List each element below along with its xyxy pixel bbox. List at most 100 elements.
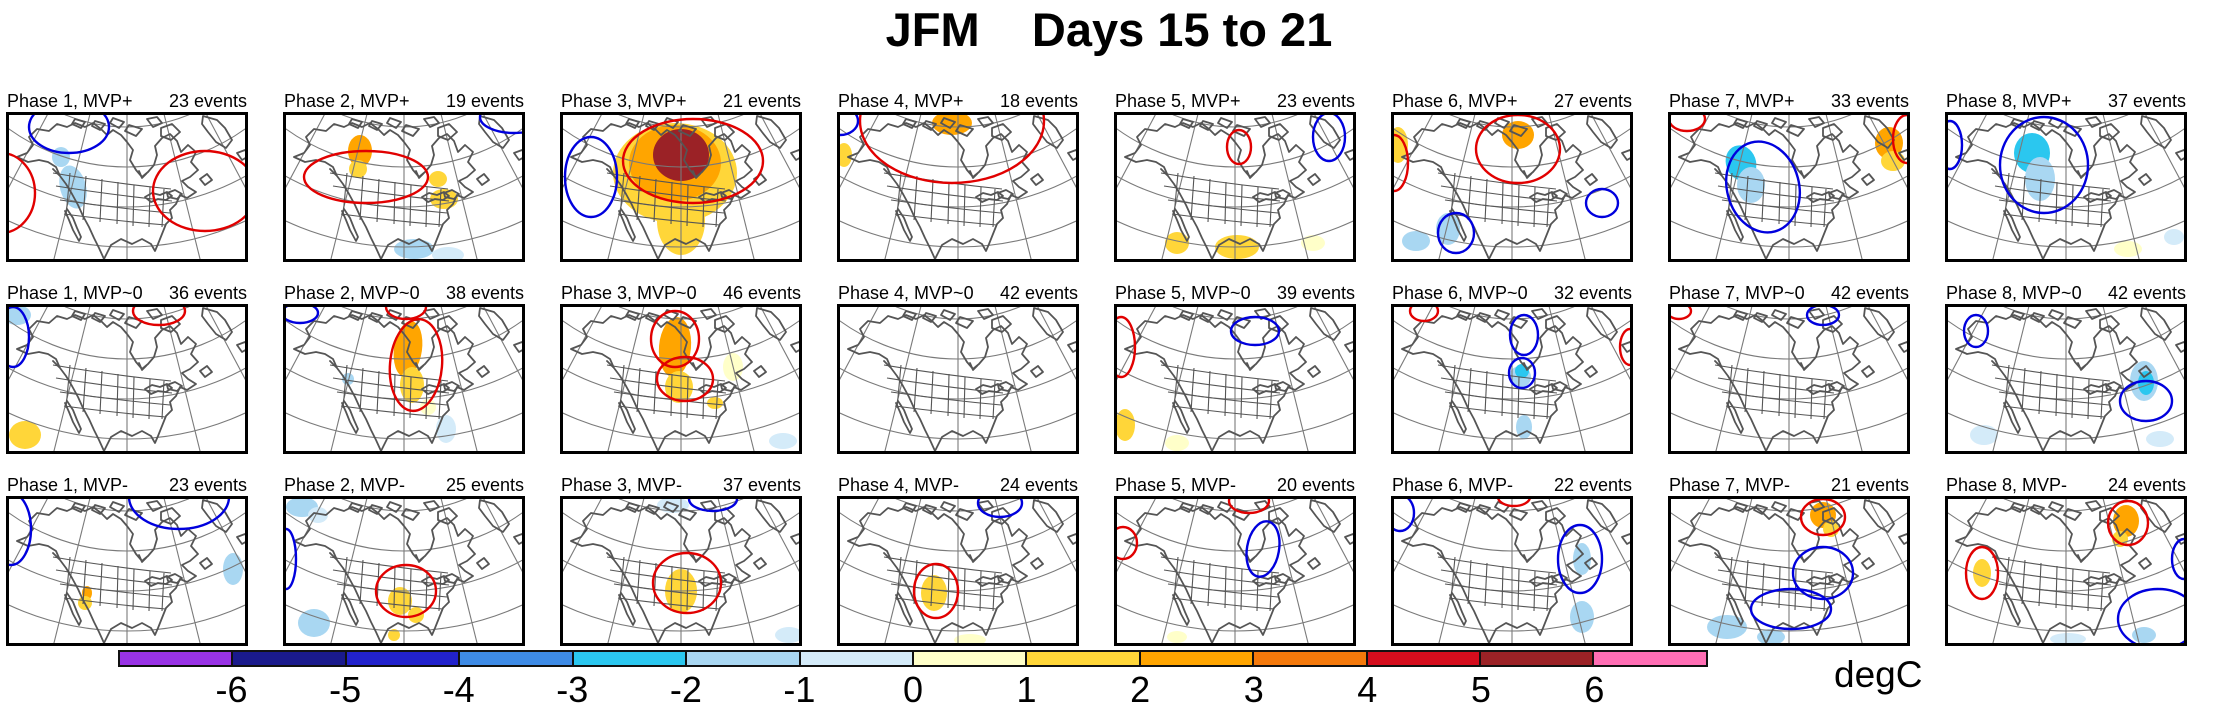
- colorbar-tick-label: -4: [442, 669, 475, 708]
- anomaly-patch: [429, 171, 447, 187]
- panel-header: Phase 3, MVP- 37 events: [560, 474, 802, 496]
- panel-phase-label: Phase 2, MVP~0: [284, 283, 420, 303]
- panel-events-label: 46 events: [722, 283, 801, 303]
- map-canvas: [837, 496, 1079, 646]
- contour-line: [2106, 499, 2150, 547]
- anomaly-patch: [349, 160, 367, 178]
- contour-line: [1474, 115, 1562, 185]
- contour-line: [1962, 313, 1990, 349]
- panel-phase-label: Phase 6, MVP~0: [1392, 283, 1528, 303]
- panel-events-label: 21 events: [1830, 475, 1909, 495]
- colorbar-segment: [120, 652, 234, 665]
- contour-line: [1117, 525, 1139, 561]
- anomaly-patch: [1573, 543, 1591, 575]
- anomaly-patch: [1516, 415, 1532, 439]
- contour-line: [655, 355, 715, 403]
- contour-line: [621, 117, 765, 205]
- panel: Phase 5, MVP~0 39 events: [1114, 282, 1356, 454]
- panel: Phase 7, MVP- 21 events: [1668, 474, 1910, 646]
- map-canvas: [6, 112, 248, 262]
- panel-phase-label: Phase 3, MVP+: [561, 91, 687, 111]
- contour-line: [1749, 587, 1833, 631]
- anomaly-patch: [840, 143, 852, 167]
- map-canvas: [1668, 496, 1910, 646]
- panel-events-label: 20 events: [1276, 475, 1355, 495]
- contour-line: [1671, 307, 1693, 321]
- map-canvas: [283, 496, 525, 646]
- contour-line: [1227, 499, 1271, 515]
- colorbar-segment: [1027, 652, 1141, 665]
- contour-line: [976, 499, 1024, 519]
- colorbar-tick-label: -2: [669, 669, 702, 708]
- anomaly-patch: [1515, 364, 1529, 378]
- contour-line: [858, 115, 1046, 185]
- colorbar-segment: [1140, 652, 1255, 665]
- colorbar-segment: [233, 652, 347, 665]
- anomaly-patch: [2025, 157, 2055, 201]
- panel-events-label: 42 events: [1830, 283, 1909, 303]
- map-canvas: [1945, 112, 2187, 262]
- contour-line: [1948, 119, 1964, 171]
- anomaly-patch: [1707, 615, 1747, 639]
- anomaly-patch: [1973, 559, 1991, 587]
- map-canvas: [560, 304, 802, 454]
- colorbar-tick-label: 4: [1357, 669, 1378, 708]
- anomaly-patch: [1970, 425, 1998, 445]
- panel: Phase 4, MVP~0 42 events: [837, 282, 1079, 454]
- panel-header: Phase 5, MVP~0 39 events: [1114, 282, 1356, 304]
- anomaly-patch: [932, 115, 972, 135]
- colorbar-segment: [1481, 652, 1595, 665]
- contour-line: [151, 149, 245, 233]
- contour-line: [687, 499, 739, 513]
- contour-line: [478, 115, 522, 135]
- contour-line: [1394, 499, 1416, 533]
- panel-header: Phase 6, MVP- 22 events: [1391, 474, 1633, 496]
- panel: Phase 2, MVP- 25 events: [283, 474, 525, 646]
- contour-line: [388, 317, 444, 413]
- map-canvas: [283, 112, 525, 262]
- panel: Phase 8, MVP~0 42 events: [1945, 282, 2187, 454]
- panel-header: Phase 5, MVP- 20 events: [1114, 474, 1356, 496]
- map-canvas: [1114, 112, 1356, 262]
- colorbar: [118, 650, 1708, 667]
- anomaly-patch: [1301, 235, 1325, 251]
- colorbar-tick-label: 2: [1130, 669, 1151, 708]
- colorbar-tick-label: 6: [1584, 669, 1605, 708]
- map-canvas: [837, 112, 1079, 262]
- panel: Phase 2, MVP+ 19 events: [283, 90, 525, 262]
- contour-line: [1229, 315, 1281, 347]
- colorbar-segment: [913, 652, 1028, 665]
- panel-header: Phase 8, MVP- 24 events: [1945, 474, 2187, 496]
- panel-header: Phase 8, MVP~0 42 events: [1945, 282, 2187, 304]
- contour-line: [127, 499, 231, 531]
- panel-phase-label: Phase 6, MVP-: [1392, 475, 1514, 495]
- panel-phase-label: Phase 4, MVP+: [838, 91, 964, 111]
- contour-line: [1225, 128, 1253, 166]
- colorbar-tick-label: -3: [556, 669, 589, 708]
- contour-line: [286, 527, 298, 591]
- colorbar-tick-label: 0: [902, 669, 924, 708]
- panel: Phase 1, MVP+ 23 events: [6, 90, 248, 262]
- contour-line: [1799, 499, 1847, 537]
- map-canvas: [560, 496, 802, 646]
- panel-phase-label: Phase 6, MVP+: [1392, 91, 1518, 111]
- contour-line: [384, 307, 428, 321]
- map-canvas: [560, 112, 802, 262]
- contour-line: [302, 149, 430, 205]
- contour-line: [1436, 211, 1476, 255]
- anomaly-patch: [298, 609, 330, 637]
- panel-events-label: 32 events: [1553, 283, 1632, 303]
- contour-line: [131, 307, 187, 327]
- map-canvas: [837, 304, 1079, 454]
- panel: Phase 6, MVP~0 32 events: [1391, 282, 1633, 454]
- colorbar-unit-label: degC: [1834, 654, 1923, 695]
- contour-line: [1507, 356, 1537, 390]
- panel-header: Phase 7, MVP+ 33 events: [1668, 90, 1910, 112]
- panel: Phase 4, MVP- 24 events: [837, 474, 1079, 646]
- anomaly-patch: [1402, 231, 1430, 251]
- colorbar-tick-label: -5: [329, 669, 362, 708]
- anomaly-patch: [2164, 229, 2184, 245]
- anomaly-patch: [2138, 371, 2154, 395]
- panel-phase-label: Phase 3, MVP-: [561, 475, 683, 495]
- contour-line: [1671, 115, 1707, 133]
